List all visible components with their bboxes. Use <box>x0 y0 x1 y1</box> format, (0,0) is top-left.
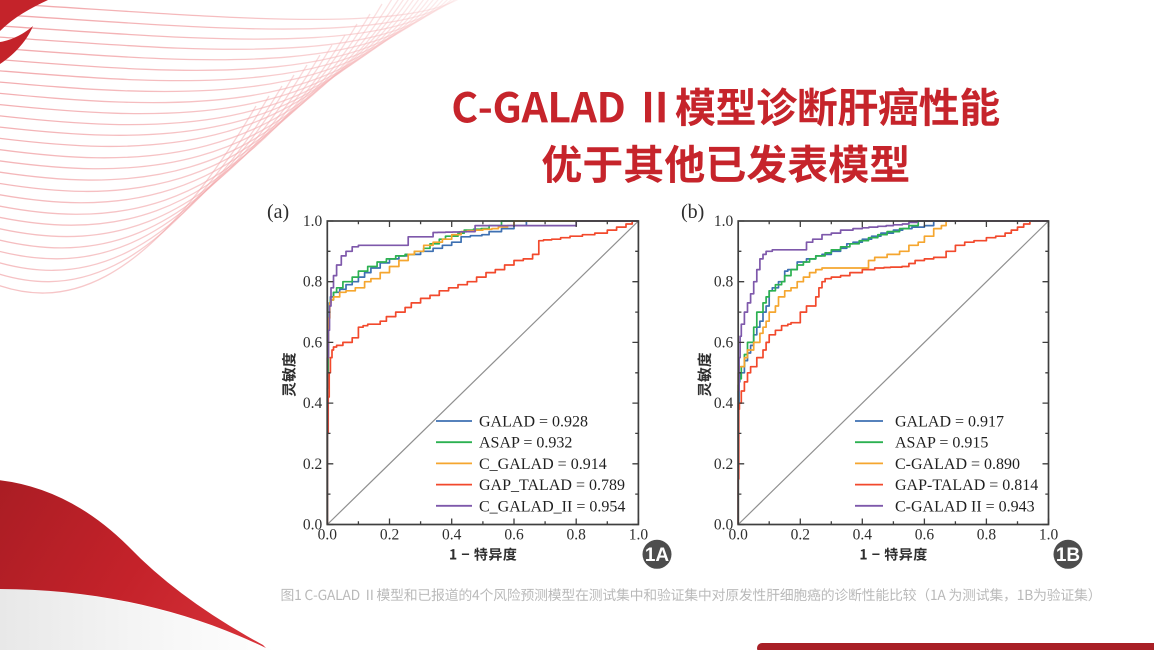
svg-text:0.8: 0.8 <box>567 527 587 544</box>
svg-text:0.2: 0.2 <box>714 456 733 473</box>
svg-text:0.2: 0.2 <box>380 527 399 544</box>
svg-text:1.0: 1.0 <box>714 213 734 230</box>
svg-text:0.4: 0.4 <box>853 527 873 544</box>
svg-text:GAP-TALAD = 0.814: GAP-TALAD = 0.814 <box>895 477 1038 494</box>
svg-text:0.6: 0.6 <box>303 334 323 351</box>
svg-text:ASAP = 0.915: ASAP = 0.915 <box>895 435 988 452</box>
svg-text:GALAD = 0.928: GALAD = 0.928 <box>479 414 588 431</box>
svg-text:1.0: 1.0 <box>303 213 323 230</box>
svg-text:1.0: 1.0 <box>629 527 649 544</box>
svg-text:0.0: 0.0 <box>303 517 323 534</box>
svg-text:(a): (a) <box>267 201 289 223</box>
svg-text:0.8: 0.8 <box>977 527 997 544</box>
svg-text:0.8: 0.8 <box>303 274 323 291</box>
svg-text:0.0: 0.0 <box>729 527 749 544</box>
svg-text:C-GALAD = 0.890: C-GALAD = 0.890 <box>895 456 1020 473</box>
svg-text:0.6: 0.6 <box>915 527 935 544</box>
svg-text:0.4: 0.4 <box>442 527 462 544</box>
svg-text:0.0: 0.0 <box>714 517 734 534</box>
svg-text:1.0: 1.0 <box>1039 527 1059 544</box>
svg-text:(b): (b) <box>681 201 704 223</box>
svg-text:0.4: 0.4 <box>714 395 734 412</box>
svg-text:1A: 1A <box>645 545 670 566</box>
svg-text:GAP_TALAD = 0.789: GAP_TALAD = 0.789 <box>479 477 625 494</box>
svg-text:ASAP = 0.932: ASAP = 0.932 <box>479 435 572 452</box>
svg-text:C_GALAD = 0.914: C_GALAD = 0.914 <box>479 456 607 473</box>
svg-text:0.2: 0.2 <box>791 527 810 544</box>
svg-text:1B: 1B <box>1056 545 1080 566</box>
svg-text:C-GALAD II = 0.943: C-GALAD II = 0.943 <box>895 498 1035 515</box>
svg-text:0.0: 0.0 <box>318 527 338 544</box>
svg-text:0.6: 0.6 <box>714 334 734 351</box>
svg-text:0.4: 0.4 <box>303 395 323 412</box>
svg-text:GALAD = 0.917: GALAD = 0.917 <box>895 414 1004 431</box>
svg-text:0.8: 0.8 <box>714 274 734 291</box>
svg-text:0.6: 0.6 <box>504 527 524 544</box>
svg-text:0.2: 0.2 <box>303 456 322 473</box>
svg-text:C_GALAD_II = 0.954: C_GALAD_II = 0.954 <box>479 498 625 515</box>
